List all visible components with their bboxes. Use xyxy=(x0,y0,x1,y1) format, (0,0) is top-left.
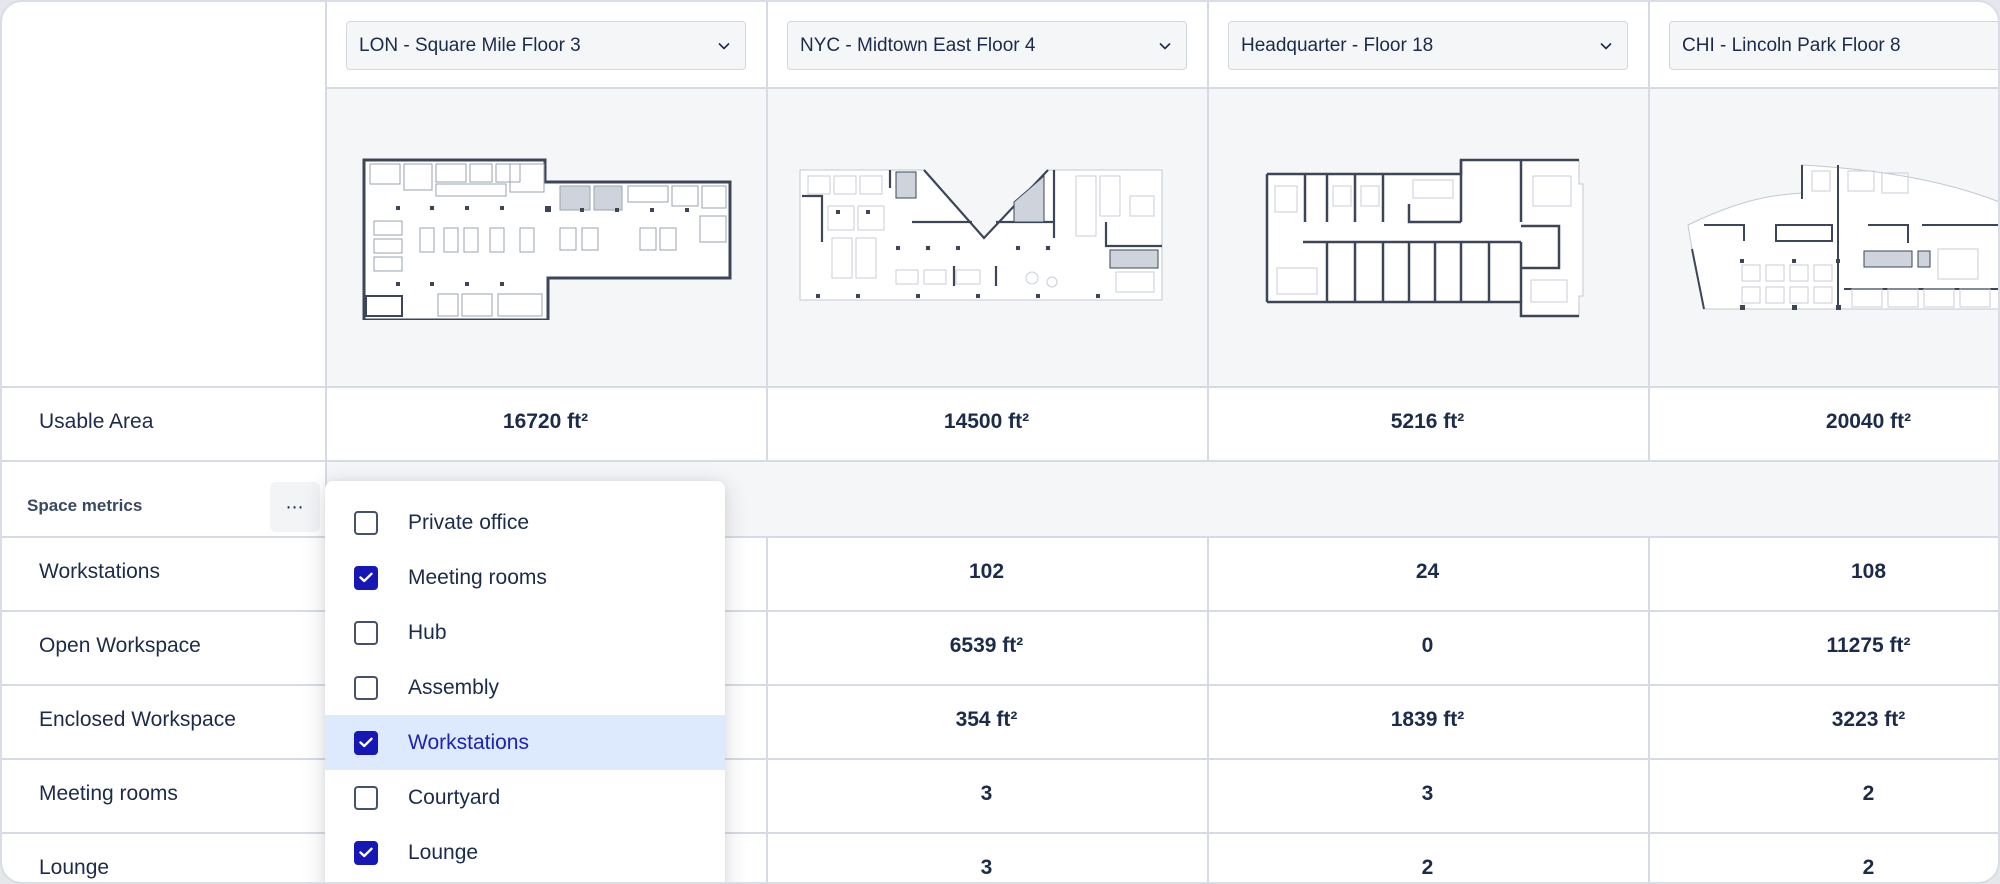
checkbox-unchecked[interactable] xyxy=(354,785,378,810)
menu-item-meeting-rooms[interactable]: Meeting rooms xyxy=(325,550,725,605)
menu-item-label: Assembly xyxy=(408,675,500,699)
metric-value: 102 xyxy=(968,560,1005,583)
more-options-button[interactable]: ⋯ xyxy=(270,482,320,532)
floor-plan-image[interactable] xyxy=(360,156,738,320)
checkbox-checked[interactable] xyxy=(354,840,378,865)
metric-value: 0 xyxy=(1421,634,1434,657)
checkbox-checked[interactable] xyxy=(354,565,378,590)
column-0: LON - Square Mile Floor 3 xyxy=(325,2,766,882)
metric-value: 3 xyxy=(980,856,993,879)
floor-select-value: NYC - Midtown East Floor 4 xyxy=(800,34,1036,56)
row-label-enclosed-workspace: Enclosed Workspace xyxy=(39,708,236,731)
menu-item-label: Workstations xyxy=(408,730,529,754)
menu-item-courtyard[interactable]: Courtyard xyxy=(325,770,725,825)
row-label-workstations: Workstations xyxy=(39,560,160,583)
metric-value: 11275 ft² xyxy=(1826,634,1911,657)
row-label-lounge: Lounge xyxy=(39,856,110,879)
divider xyxy=(2,536,1998,538)
metric-value: 108 xyxy=(1850,560,1887,583)
metric-value: 1839 ft² xyxy=(1390,708,1465,731)
ellipsis-icon: ⋯ xyxy=(285,496,305,517)
column-1: NYC - Midtown East Floor 4 xyxy=(766,2,1207,882)
metric-value: 2 xyxy=(1862,856,1875,879)
menu-item-private-office[interactable]: Private office xyxy=(325,495,725,550)
menu-item-label: Lounge xyxy=(408,840,479,864)
menu-item-assembly[interactable]: Assembly xyxy=(325,660,725,715)
column-2: Headquarter - Floor 18 xyxy=(1207,2,1648,882)
checkbox-unchecked[interactable] xyxy=(354,510,378,535)
metric-value: 24 xyxy=(1415,560,1440,583)
checkmark-icon xyxy=(359,572,373,583)
checkbox-checked[interactable] xyxy=(354,730,378,755)
floor-plan-image[interactable] xyxy=(796,166,1168,304)
metric-value: 2 xyxy=(1421,856,1434,879)
menu-item-label: Private office xyxy=(408,510,530,534)
metric-value: 3 xyxy=(980,782,993,805)
floor-select-value: Headquarter - Floor 18 xyxy=(1241,34,1434,56)
divider xyxy=(2,684,1998,686)
usable-area-value: 14500 ft² xyxy=(943,410,1030,433)
checkmark-icon xyxy=(359,737,373,748)
row-label-meeting-rooms: Meeting rooms xyxy=(39,782,178,805)
checkbox-unchecked[interactable] xyxy=(354,620,378,645)
floor-select-0[interactable]: LON - Square Mile Floor 3 xyxy=(346,21,746,70)
menu-item-label: Courtyard xyxy=(408,785,501,809)
floor-plan-cell-3 xyxy=(1650,89,2000,387)
chevron-down-icon xyxy=(1158,39,1172,53)
menu-item-label: Meeting rooms xyxy=(408,565,547,589)
usable-area-value: 16720 ft² xyxy=(502,410,589,433)
divider xyxy=(2,386,1998,388)
row-label-open-workspace: Open Workspace xyxy=(39,634,201,657)
floor-plan-cell-0 xyxy=(327,89,766,387)
usable-area-value: 20040 ft² xyxy=(1825,410,1912,433)
chevron-down-icon xyxy=(717,39,731,53)
row-label-usable-area: Usable Area xyxy=(39,410,154,433)
metric-value: 354 ft² xyxy=(955,708,1018,731)
menu-item-lounge[interactable]: Lounge xyxy=(325,825,725,880)
floor-plan-image[interactable] xyxy=(1263,156,1593,322)
metric-value: 2 xyxy=(1862,782,1875,805)
floor-plan-cell-1 xyxy=(768,89,1207,387)
divider xyxy=(325,87,1998,89)
divider xyxy=(2,610,1998,612)
floor-plan-cell-2 xyxy=(1209,89,1648,387)
metric-value: 3223 ft² xyxy=(1831,708,1906,731)
floor-select-value: LON - Square Mile Floor 3 xyxy=(359,34,581,56)
metric-value: 6539 ft² xyxy=(949,634,1024,657)
floor-select-2[interactable]: Headquarter - Floor 18 xyxy=(1228,21,1628,70)
column-3: CHI - Lincoln Park Floor 8 xyxy=(1648,2,1998,882)
usable-area-value: 5216 ft² xyxy=(1390,410,1465,433)
floor-select-1[interactable]: NYC - Midtown East Floor 4 xyxy=(787,21,1187,70)
floor-select-3[interactable]: CHI - Lincoln Park Floor 8 xyxy=(1669,21,1998,70)
floor-plan-image[interactable] xyxy=(1682,159,2000,315)
divider xyxy=(2,758,1998,760)
corner-cell xyxy=(2,2,325,387)
metrics-menu: Private office Meeting rooms Hub Assembl… xyxy=(325,481,725,882)
menu-item-hub[interactable]: Hub xyxy=(325,605,725,660)
checkbox-unchecked[interactable] xyxy=(354,675,378,700)
menu-item-label: Hub xyxy=(408,620,447,644)
menu-item-workstations[interactable]: Workstations xyxy=(325,715,725,770)
chevron-down-icon xyxy=(1599,39,1613,53)
section-title-space-metrics: Space metrics xyxy=(27,496,143,515)
divider xyxy=(2,460,1998,462)
checkmark-icon xyxy=(359,847,373,858)
divider xyxy=(2,832,1998,834)
floor-select-value: CHI - Lincoln Park Floor 8 xyxy=(1682,34,1901,56)
metric-value: 3 xyxy=(1421,782,1434,805)
